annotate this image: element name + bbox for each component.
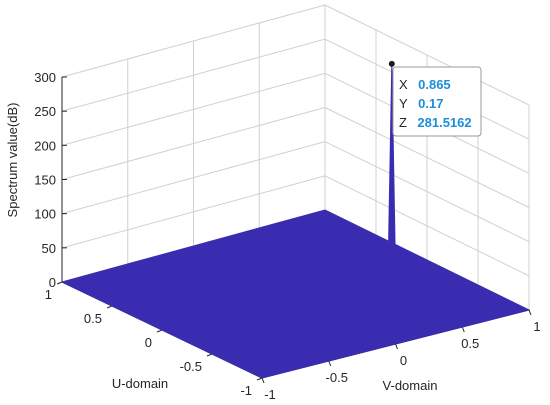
datatip-y-label: Y: [399, 96, 408, 111]
v-tick-label: -0.5: [326, 370, 348, 385]
x-axis-label: V-domain: [383, 378, 438, 393]
wall-grid-horiz: [61, 4, 326, 78]
z-tick-label: 300: [34, 70, 56, 85]
v-tick: [261, 377, 265, 384]
z-tick-label: 200: [34, 138, 56, 153]
z-axis-label: Spectrum value(dB): [5, 103, 20, 218]
datatip-x-value: 0.865: [418, 77, 451, 92]
z-tick-label: 250: [34, 104, 56, 119]
datatip-box: [392, 66, 482, 137]
tick-labels: 0 50 100 150 200 250 300 -1 -0.5 0 0.5 1 -1 -0.5 0 0.5 1: [34, 70, 540, 402]
u-tick: [206, 353, 213, 357]
u-tick-label: 1: [45, 287, 52, 302]
datatip-y-value: 0.17: [418, 96, 443, 111]
u-tick: [56, 281, 63, 285]
u-tick-label: 0: [145, 335, 152, 350]
u-tick-label: 0.5: [84, 311, 102, 326]
v-tick-label: 1: [533, 319, 540, 334]
v-tick-label: 0.5: [461, 336, 479, 351]
v-tick: [461, 326, 465, 333]
svg-text:Y 0.17: Y 0.17: [399, 95, 443, 112]
u-tick: [256, 377, 263, 381]
wall-grid-horiz: [61, 141, 326, 215]
z-tick-label: 50: [42, 241, 56, 256]
surface: [60, 60, 531, 379]
wall-grid-horiz: [324, 4, 530, 106]
wall-grid-horiz: [324, 107, 530, 208]
datatip-z-label: Z: [399, 115, 407, 130]
svg-text:Z 281.5162: Z 281.5162: [399, 114, 472, 131]
u-tick: [156, 329, 163, 333]
v-tick-label: -1: [264, 387, 276, 402]
wall-grid-horiz: [324, 141, 530, 243]
wall-grid-horiz: [324, 175, 530, 277]
datatip-marker: [388, 60, 395, 67]
v-tick: [328, 360, 332, 367]
surface-floor: [60, 209, 531, 379]
z-tick-label: 150: [34, 173, 56, 188]
wall-grid-horiz: [61, 38, 326, 112]
datatip-z-value: 281.5162: [417, 115, 471, 130]
u-tick-label: -1: [240, 383, 252, 398]
datatip-x-label: X: [399, 77, 408, 92]
u-tick-label: -0.5: [180, 359, 202, 374]
v-tick: [528, 309, 532, 316]
v-tick-label: 0: [400, 353, 407, 368]
surface-peak: [387, 63, 396, 259]
y-axis-label: U-domain: [112, 376, 168, 391]
datatip[interactable]: X 0.865 Y 0.17 Z 281.5162: [392, 66, 482, 137]
z-tick-label: 100: [34, 207, 56, 222]
u-tick: [106, 305, 113, 309]
wall-grid-horiz: [61, 107, 326, 180]
z-tick-label: 0: [49, 275, 56, 290]
svg-text:X 0.865: X 0.865: [399, 76, 451, 93]
v-tick: [395, 343, 398, 350]
wall-grid-horiz: [61, 72, 326, 146]
wall-grid-horiz: [61, 175, 326, 249]
